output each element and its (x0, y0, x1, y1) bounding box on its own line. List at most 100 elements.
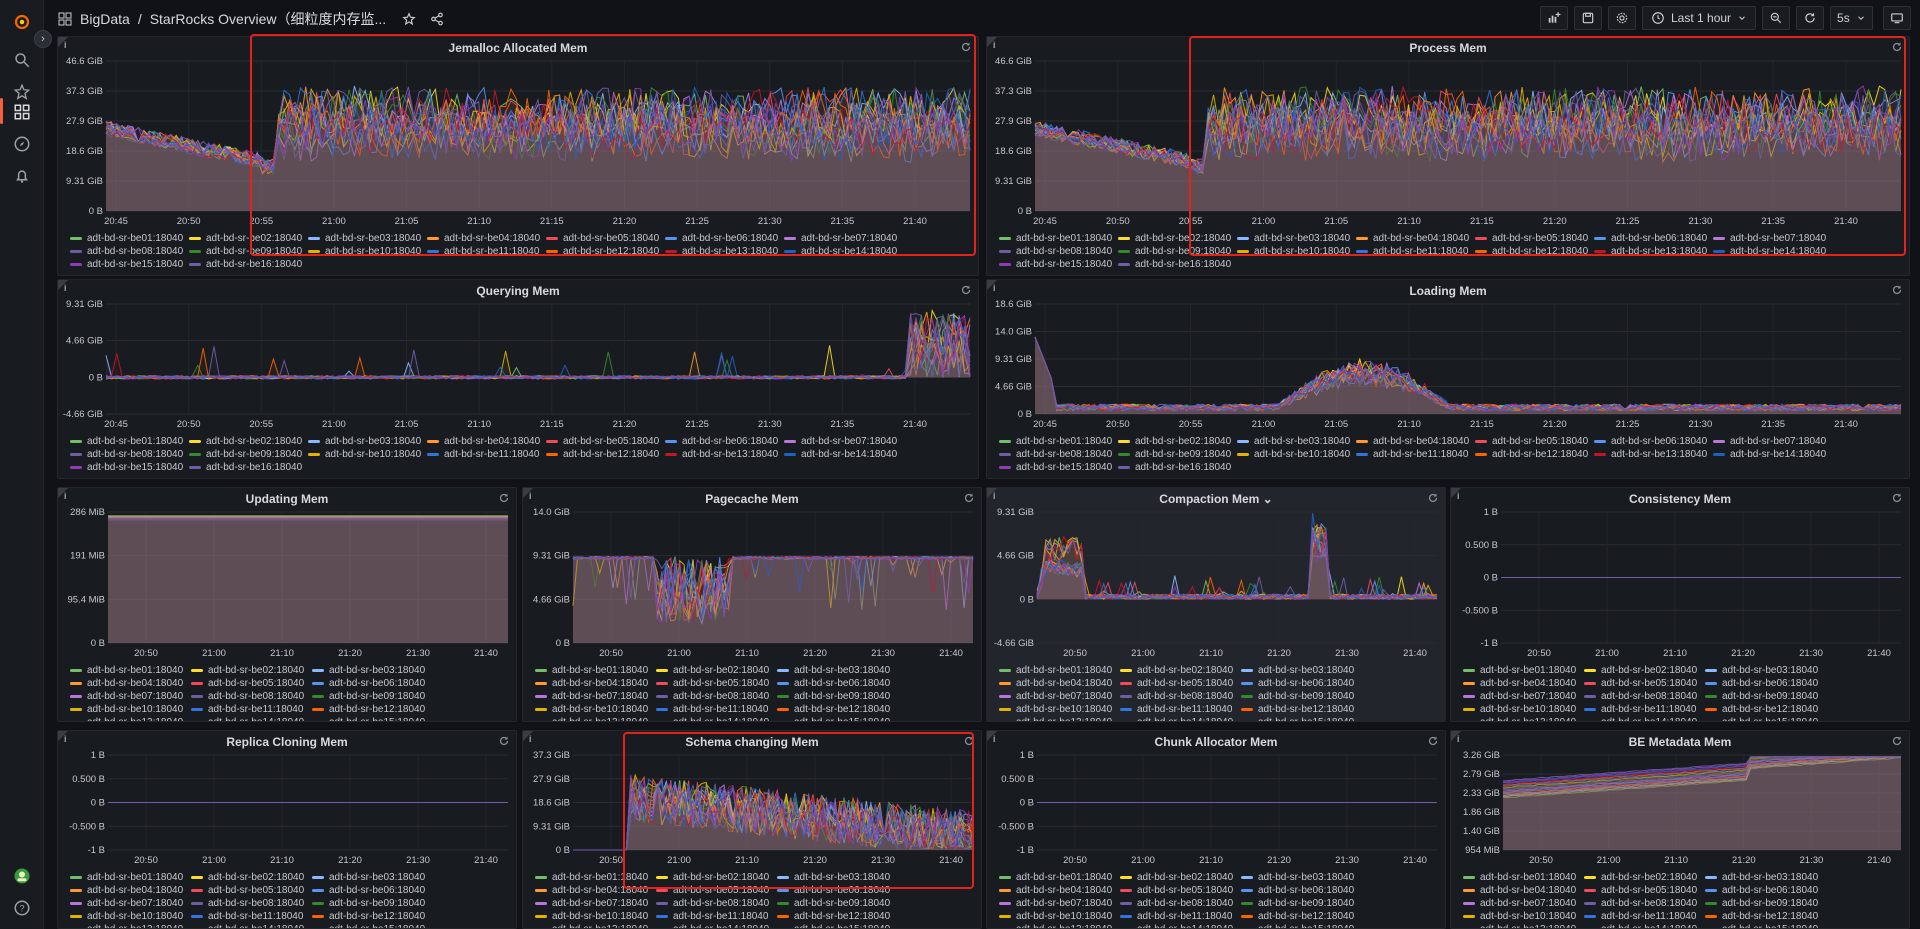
legend-item[interactable]: adt-bd-sr-be05:18040 (546, 436, 665, 447)
legend-item[interactable]: adt-bd-sr-be08:18040 (70, 449, 189, 460)
legend-item[interactable]: adt-bd-sr-be06:18040 (665, 436, 784, 447)
legend-item[interactable]: adt-bd-sr-be11:18040 (427, 246, 546, 257)
panel-refresh-icon[interactable] (1891, 492, 1903, 504)
legend-item[interactable]: adt-bd-sr-be04:18040 (427, 436, 546, 447)
legend-item[interactable]: adt-bd-sr-be09:18040 (1241, 898, 1362, 909)
legend-item[interactable]: adt-bd-sr-be11:18040 (191, 911, 312, 922)
panel-refresh-icon[interactable] (963, 492, 975, 504)
legend-item[interactable]: adt-bd-sr-be01:18040 (999, 665, 1120, 676)
legend-item[interactable]: adt-bd-sr-be15:18040 (1241, 717, 1362, 721)
legend-item[interactable]: adt-bd-sr-be08:18040 (656, 898, 777, 909)
panel-refresh-icon[interactable] (498, 735, 510, 747)
legend-item[interactable]: adt-bd-sr-be14:18040 (191, 924, 312, 928)
panel-title[interactable]: Schema changing Mem (685, 735, 819, 749)
legend-item[interactable]: adt-bd-sr-be06:18040 (1594, 233, 1713, 244)
legend-item[interactable]: adt-bd-sr-be06:18040 (777, 885, 898, 896)
dashboard-title[interactable]: StarRocks Overview（细粒度内存监... (149, 11, 387, 27)
legend-item[interactable]: adt-bd-sr-be03:18040 (1705, 872, 1826, 883)
legend-item[interactable]: adt-bd-sr-be03:18040 (308, 436, 427, 447)
legend-item[interactable]: adt-bd-sr-be09:18040 (777, 691, 898, 702)
zoom-out-button[interactable] (1762, 6, 1791, 30)
search-icon[interactable] (10, 48, 34, 72)
panel-loading[interactable]: i Loading Mem 18.6 GiB 14.0 GiB 9.31 GiB 4.66… (986, 279, 1910, 479)
panel-refresh-icon[interactable] (1891, 284, 1903, 296)
legend-item[interactable]: adt-bd-sr-be10:18040 (999, 911, 1120, 922)
info-icon[interactable]: i (64, 491, 67, 501)
panel-jemalloc[interactable]: i Jemalloc Allocated Mem 46.6 GiB 37.3 GiB 2… (57, 36, 979, 276)
info-icon[interactable]: i (529, 491, 532, 501)
legend-item[interactable]: adt-bd-sr-be11:18040 (191, 704, 312, 715)
info-icon[interactable]: i (1457, 734, 1460, 744)
info-icon[interactable]: i (64, 283, 67, 293)
legend-item[interactable]: adt-bd-sr-be01:18040 (1463, 872, 1584, 883)
legend-item[interactable]: adt-bd-sr-be13:18040 (70, 717, 191, 721)
legend-item[interactable]: adt-bd-sr-be13:18040 (70, 924, 191, 928)
legend-item[interactable]: adt-bd-sr-be08:18040 (1584, 898, 1705, 909)
legend-item[interactable]: adt-bd-sr-be04:18040 (1356, 233, 1475, 244)
legend-item[interactable]: adt-bd-sr-be09:18040 (312, 691, 433, 702)
legend-item[interactable]: adt-bd-sr-be02:18040 (191, 665, 312, 676)
legend-item[interactable]: adt-bd-sr-be04:18040 (427, 233, 546, 244)
refresh-interval-picker[interactable]: 5s (1830, 6, 1873, 30)
legend-item[interactable]: adt-bd-sr-be08:18040 (70, 246, 189, 257)
legend-item[interactable]: adt-bd-sr-be08:18040 (1584, 691, 1705, 702)
legend-item[interactable]: adt-bd-sr-be09:18040 (1118, 246, 1237, 257)
starred-icon[interactable] (10, 80, 34, 104)
legend-item[interactable]: adt-bd-sr-be11:18040 (1584, 911, 1705, 922)
legend-item[interactable]: adt-bd-sr-be15:18040 (70, 462, 189, 473)
panel-refresh-icon[interactable] (1891, 735, 1903, 747)
panel-process[interactable]: i Process Mem 46.6 GiB 37.3 GiB 27.9 GiB 18.6… (986, 36, 1910, 276)
panel-schema[interactable]: i Schema changing Mem 37.3 GiB 27.9 GiB 18.6… (522, 730, 982, 929)
legend-item[interactable]: adt-bd-sr-be07:18040 (70, 691, 191, 702)
legend-item[interactable]: adt-bd-sr-be03:18040 (308, 233, 427, 244)
panel-refresh-icon[interactable] (1427, 735, 1439, 747)
legend-item[interactable]: adt-bd-sr-be01:18040 (999, 872, 1120, 883)
breadcrumb-folder[interactable]: BigData (80, 11, 130, 27)
tv-mode-button[interactable] (1882, 6, 1911, 30)
legend-item[interactable]: adt-bd-sr-be12:18040 (546, 246, 665, 257)
legend-item[interactable]: adt-bd-sr-be06:18040 (1705, 885, 1826, 896)
legend-item[interactable]: adt-bd-sr-be05:18040 (191, 678, 312, 689)
legend-item[interactable]: adt-bd-sr-be11:18040 (1356, 449, 1475, 460)
legend-item[interactable]: adt-bd-sr-be04:18040 (70, 885, 191, 896)
legend-item[interactable]: adt-bd-sr-be12:18040 (312, 704, 433, 715)
legend-item[interactable]: adt-bd-sr-be13:18040 (1463, 717, 1584, 721)
legend-item[interactable]: adt-bd-sr-be05:18040 (656, 678, 777, 689)
legend-item[interactable]: adt-bd-sr-be14:18040 (784, 246, 903, 257)
legend-item[interactable]: adt-bd-sr-be02:18040 (1118, 436, 1237, 447)
panel-refresh-icon[interactable] (960, 284, 972, 296)
time-range-picker[interactable]: Last 1 hour (1642, 6, 1757, 30)
dashboard-settings-button[interactable] (1608, 6, 1636, 30)
chart-loading[interactable]: 18.6 GiB 14.0 GiB 9.31 GiB 4.66 GiB 0 B20:45… (987, 280, 1910, 479)
legend-item[interactable]: adt-bd-sr-be06:18040 (312, 678, 433, 689)
legend-item[interactable]: adt-bd-sr-be08:18040 (191, 898, 312, 909)
legend-item[interactable]: adt-bd-sr-be06:18040 (1241, 678, 1362, 689)
chart-jemalloc[interactable]: 46.6 GiB 37.3 GiB 27.9 GiB 18.6 GiB 9.31 GiB… (58, 37, 979, 276)
legend-item[interactable]: adt-bd-sr-be06:18040 (1241, 885, 1362, 896)
legend-item[interactable]: adt-bd-sr-be16:18040 (1118, 259, 1237, 270)
info-icon[interactable]: i (993, 734, 996, 744)
legend-item[interactable]: adt-bd-sr-be09:18040 (777, 898, 898, 909)
legend-item[interactable]: adt-bd-sr-be01:18040 (70, 436, 189, 447)
legend-item[interactable]: adt-bd-sr-be02:18040 (656, 665, 777, 676)
grafana-logo-icon[interactable] (10, 10, 34, 34)
panel-replica[interactable]: i Replica Cloning Mem 1 B 0.500 B 0 B -0.500 … (57, 730, 517, 929)
panel-refresh-icon[interactable] (960, 41, 972, 53)
panel-title[interactable]: BE Metadata Mem (1628, 735, 1732, 749)
panel-consistency[interactable]: i Consistency Mem 1 B 0.500 B 0 B -0.500 B -1 … (1450, 487, 1910, 722)
info-icon[interactable]: i (993, 491, 996, 501)
legend-item[interactable]: adt-bd-sr-be12:18040 (1475, 449, 1594, 460)
legend-item[interactable]: adt-bd-sr-be11:18040 (1120, 911, 1241, 922)
legend-item[interactable]: adt-bd-sr-be15:18040 (70, 259, 189, 270)
legend-item[interactable]: adt-bd-sr-be08:18040 (999, 449, 1118, 460)
panel-refresh-icon[interactable] (1427, 492, 1439, 504)
legend-item[interactable]: adt-bd-sr-be13:18040 (999, 924, 1120, 928)
legend-item[interactable]: adt-bd-sr-be07:18040 (784, 436, 903, 447)
legend-item[interactable]: adt-bd-sr-be05:18040 (656, 885, 777, 896)
legend-item[interactable]: adt-bd-sr-be01:18040 (70, 872, 191, 883)
panel-metadata[interactable]: i BE Metadata Mem 3.26 GiB 2.79 GiB 2.33 GiB… (1450, 730, 1910, 929)
panel-updating[interactable]: i Updating Mem 286 MiB 191 MiB 95.4 MiB 0 B 20… (57, 487, 517, 722)
legend-item[interactable]: adt-bd-sr-be14:18040 (1713, 449, 1832, 460)
legend-item[interactable]: adt-bd-sr-be09:18040 (1118, 449, 1237, 460)
